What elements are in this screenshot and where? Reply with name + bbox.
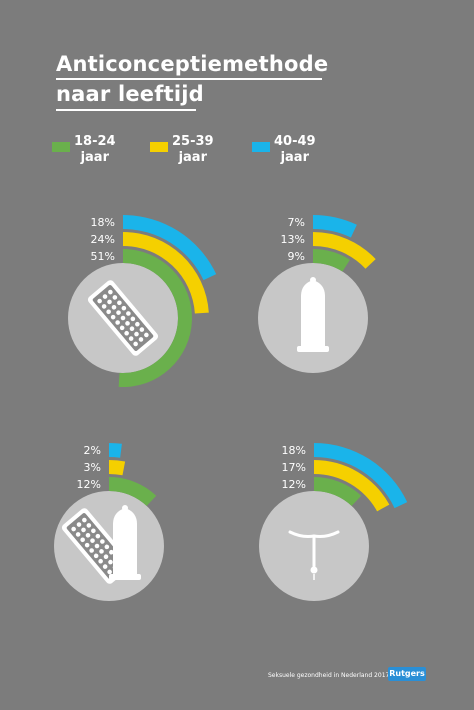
radial-bar bbox=[313, 249, 350, 272]
legend-swatch bbox=[252, 142, 270, 152]
radial-chart-pil: 51% 24% 18% bbox=[68, 215, 217, 387]
data-label: 24% bbox=[91, 233, 115, 246]
source-note: Seksuele gezondheid in Nederland 2017 bbox=[268, 672, 390, 679]
radial-bar bbox=[314, 477, 362, 506]
data-label: 18% bbox=[91, 216, 115, 229]
radial-bar bbox=[109, 443, 122, 458]
iud-icon bbox=[288, 530, 340, 580]
radial-bar bbox=[313, 215, 357, 238]
data-label: 7% bbox=[288, 216, 305, 229]
radial-chart-condoom: 9% 13% 7% bbox=[258, 215, 376, 373]
radial-bar bbox=[123, 232, 209, 314]
radial-bar bbox=[118, 249, 193, 387]
condom-icon bbox=[297, 277, 329, 352]
radial-chart-pil-en-condoom: 12% 3% 2% bbox=[54, 443, 164, 601]
page-title: Anticonceptiemethode bbox=[56, 52, 329, 76]
legend-range: 40-49 bbox=[274, 134, 316, 149]
rutgers-logo: Rutgers bbox=[388, 667, 426, 681]
legend-label: 40-49 jaar bbox=[274, 134, 316, 166]
radial-chart-spiraal: 12% 17% 18% bbox=[259, 443, 408, 601]
data-label: 18% bbox=[282, 444, 306, 457]
legend-swatch bbox=[52, 142, 70, 152]
legend-unit: jaar bbox=[178, 150, 207, 165]
data-label: 2% bbox=[84, 444, 101, 457]
pill-pack-icon bbox=[87, 280, 159, 356]
legend-swatch bbox=[150, 142, 168, 152]
legend-label: 18-24 jaar bbox=[74, 134, 116, 166]
legend-range: 18-24 bbox=[74, 134, 116, 149]
legend-unit: jaar bbox=[80, 150, 109, 165]
data-label: 17% bbox=[282, 461, 306, 474]
radial-bar bbox=[314, 443, 408, 509]
page-subtitle: naar leeftijd bbox=[56, 82, 204, 106]
data-label: 13% bbox=[281, 233, 305, 246]
condom-icon bbox=[109, 505, 141, 580]
data-label: 9% bbox=[288, 250, 305, 263]
radial-bar bbox=[109, 460, 126, 476]
subtitle-underline bbox=[56, 109, 196, 111]
data-label: 12% bbox=[282, 478, 306, 491]
radial-bar bbox=[313, 232, 376, 269]
title-underline bbox=[56, 78, 322, 80]
legend-label: 25-39 jaar bbox=[172, 134, 214, 166]
legend-range: 25-39 bbox=[172, 134, 214, 149]
legend-unit: jaar bbox=[280, 150, 309, 165]
data-label: 3% bbox=[84, 461, 101, 474]
radial-bar bbox=[109, 477, 157, 506]
radial-bar bbox=[314, 460, 390, 512]
data-label: 51% bbox=[91, 250, 115, 263]
data-label: 12% bbox=[77, 478, 101, 491]
radial-bar bbox=[123, 215, 217, 281]
